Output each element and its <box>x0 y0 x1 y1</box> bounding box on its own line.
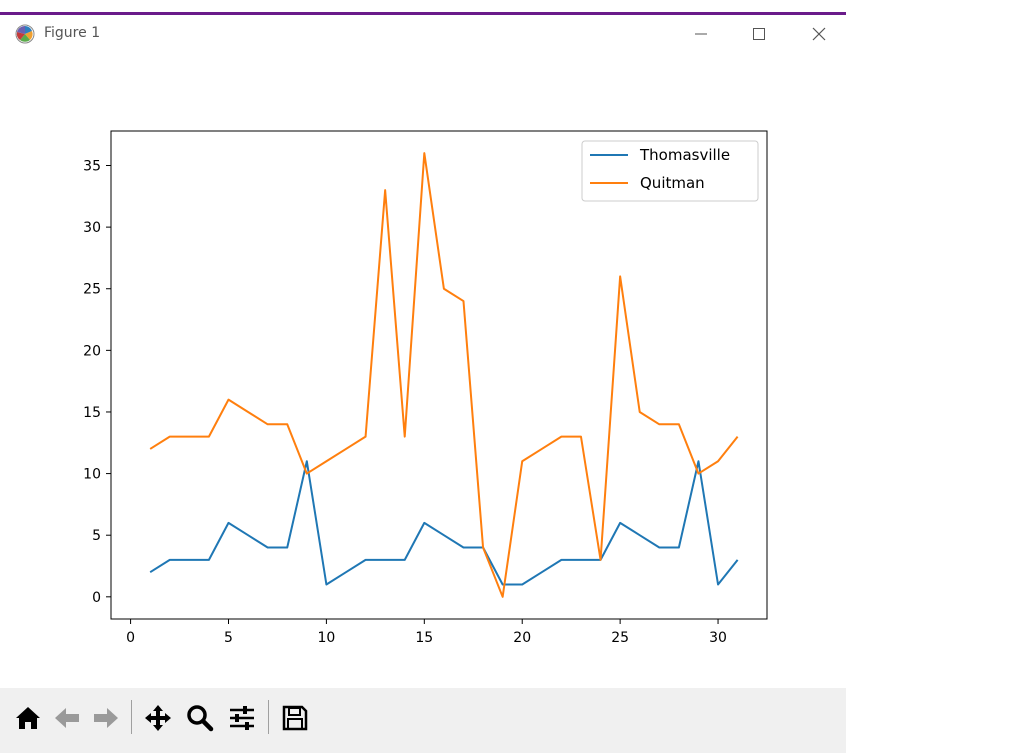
figure-window: Figure 1 0 5 10 15 20 25 30 0 5 10 15 20 25 30 35 Thom… <box>0 12 846 753</box>
save-button[interactable] <box>277 700 313 736</box>
forward-button[interactable] <box>88 700 124 736</box>
series-line-thomasville <box>149 460 739 586</box>
maximize-button[interactable] <box>730 15 788 53</box>
configure-subplots-button[interactable] <box>224 700 260 736</box>
minimize-icon <box>695 33 707 35</box>
x-tick-label: 10 <box>317 630 335 646</box>
pan-button[interactable] <box>140 700 176 736</box>
x-tick-label: 20 <box>513 630 531 646</box>
forward-arrow-icon <box>94 708 118 728</box>
x-tick-label: 15 <box>415 630 433 646</box>
y-tick-label: 10 <box>83 467 101 483</box>
y-tick-label: 30 <box>83 220 101 236</box>
matplotlib-icon <box>15 24 35 44</box>
x-tick-label: 5 <box>224 630 233 646</box>
background <box>846 0 1024 753</box>
title-bar: Figure 1 <box>0 15 846 53</box>
line-chart: 0 5 10 15 20 25 30 0 5 10 15 20 25 30 35 Thomasville Qu… <box>83 130 768 646</box>
pan-icon <box>145 705 171 731</box>
y-tick-label: 0 <box>92 590 101 606</box>
save-icon <box>282 705 308 731</box>
legend-label: Thomasville <box>639 146 730 164</box>
y-tick-label: 15 <box>83 405 101 421</box>
x-tick-label: 0 <box>126 630 135 646</box>
chart-series <box>149 152 739 598</box>
toolbar-separator <box>131 700 132 734</box>
navigation-toolbar <box>0 688 846 753</box>
back-button[interactable] <box>49 700 85 736</box>
y-tick-label: 35 <box>83 159 101 175</box>
window-title: Figure 1 <box>44 25 101 41</box>
configure-subplots-icon <box>230 706 254 730</box>
window-accent-bar <box>0 12 846 15</box>
back-arrow-icon <box>55 708 79 728</box>
home-icon <box>16 707 40 729</box>
toolbar-separator <box>268 700 269 734</box>
series-line-quitman <box>149 152 739 598</box>
axes-frame <box>110 130 768 620</box>
axis-ticks: 0 5 10 15 20 25 30 0 5 10 15 20 25 30 35 <box>83 159 727 646</box>
chart-legend: Thomasville Quitman <box>581 140 759 202</box>
legend-label: Quitman <box>640 174 705 192</box>
y-tick-label: 20 <box>83 343 101 359</box>
x-tick-label: 30 <box>709 630 727 646</box>
axes-frame-rect <box>110 130 768 620</box>
zoom-button[interactable] <box>182 700 218 736</box>
close-button[interactable] <box>790 15 848 53</box>
close-icon <box>812 27 826 41</box>
minimize-button[interactable] <box>672 15 730 53</box>
y-tick-label: 25 <box>83 282 101 298</box>
zoom-icon <box>187 705 214 732</box>
home-button[interactable] <box>10 700 46 736</box>
x-tick-label: 25 <box>611 630 629 646</box>
maximize-icon <box>753 28 765 40</box>
y-tick-label: 5 <box>92 528 101 544</box>
